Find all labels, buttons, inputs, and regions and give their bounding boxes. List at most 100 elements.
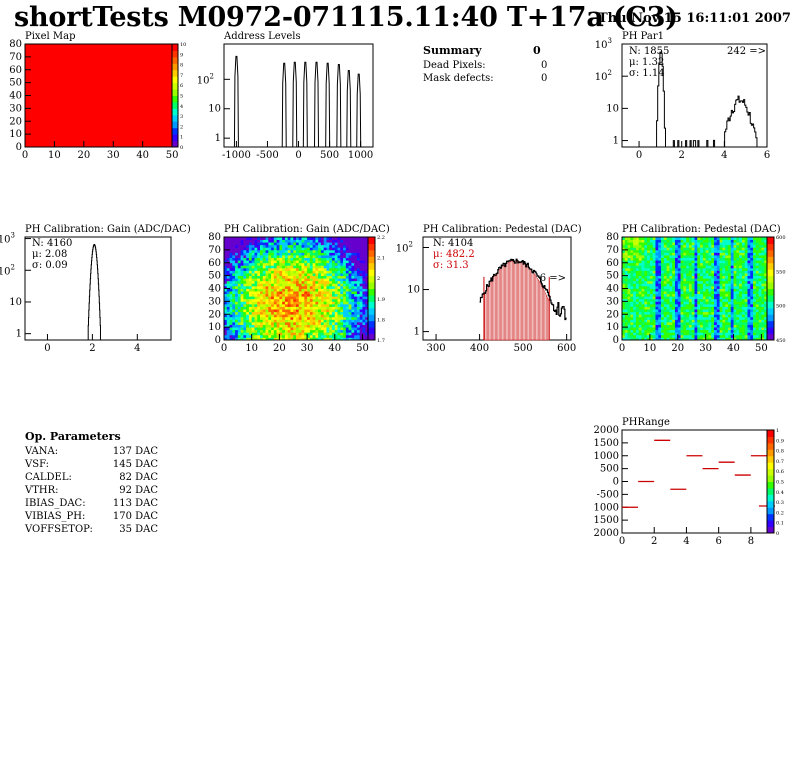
ph-pedestal-map-cell <box>691 270 695 274</box>
ph-pedestal-map-cell <box>669 288 673 292</box>
ph-pedestal-map-cell <box>641 314 645 318</box>
ph-gain-map-cell <box>307 332 311 336</box>
ph-pedestal-map-cell <box>716 249 720 253</box>
ph-pedestal-map-cell <box>647 275 651 279</box>
ph-pedestal-map-cell <box>686 309 690 313</box>
ph-pedestal-map-cell <box>739 244 743 248</box>
ph-gain-map-cell <box>265 309 269 313</box>
address-level-peak <box>281 62 287 148</box>
ph-pedestal-map-cell <box>647 285 651 289</box>
ph-pedestal-map-cell <box>641 301 645 305</box>
ph-gain-map-cell <box>334 301 338 305</box>
ph-pedestal-map-cell <box>641 329 645 333</box>
ph-pedestal-map-cell <box>700 244 704 248</box>
ph-pedestal-map-cell <box>750 242 754 246</box>
ph-gain-map-cell <box>301 270 305 274</box>
ph-pedestal-map-cell <box>666 278 670 282</box>
pixel-map-y-tick-label: 0 <box>16 142 22 153</box>
ph-gain-map-cell <box>337 332 341 336</box>
ph-gain-map-cell <box>359 260 363 264</box>
ph-gain-map-cell <box>254 296 258 300</box>
ph-gain-1d-y-tick-label: 102 <box>0 263 15 277</box>
ph-gain-map-cell <box>284 265 289 269</box>
ph-gain-map-cell <box>309 280 314 284</box>
ph-range-zbar-color <box>767 494 774 502</box>
ph-pedestal-map-cell <box>705 239 709 243</box>
address-level-peak <box>302 61 308 148</box>
ph-pedestal-map-cell <box>647 334 651 338</box>
ph-pedestal-map-cell <box>672 285 676 289</box>
ph-range-zbar-color <box>767 487 774 495</box>
ph-gain-map-cell <box>243 285 247 289</box>
ph-pedestal-map-cell <box>733 257 737 261</box>
ph-pedestal-map-cell <box>764 293 768 297</box>
ph-gain-map-cell <box>262 319 266 323</box>
ph-gain-map-cell <box>296 280 300 284</box>
ph-gain-map-cell <box>260 242 264 246</box>
ph-gain-map-cell <box>257 319 261 323</box>
ph-pedestal-map-cell <box>677 301 681 305</box>
ph-gain-map-cell <box>254 334 258 338</box>
ph-gain-map-cell <box>365 278 369 282</box>
ph-pedestal-map-cell <box>627 319 631 323</box>
ph-gain-map-cell <box>351 273 355 277</box>
ph-gain-map-cell <box>304 244 308 248</box>
ph-gain-map-cell <box>315 303 319 307</box>
ph-gain-map-cell <box>276 275 280 279</box>
ph-pedestal-map-cell <box>719 283 723 287</box>
ph-pedestal-map-cell <box>744 270 748 274</box>
ph-pedestal-1d-y-tick-label: 102 <box>396 241 413 255</box>
ph-gain-map-cell <box>309 301 314 305</box>
ph-range-zbar-color <box>767 481 774 489</box>
ph-gain-map-cell <box>312 247 316 251</box>
ph-pedestal-map-cell <box>694 309 698 313</box>
ph-gain-map-cell <box>268 306 272 310</box>
ph-gain-map-cell <box>268 321 272 325</box>
ph-gain-map-cell <box>337 270 341 274</box>
ph-pedestal-map-cell <box>753 267 757 271</box>
ph-pedestal-map-cell <box>753 242 757 246</box>
ph-pedestal-map-cell <box>683 288 687 292</box>
ph-pedestal-map-cell <box>661 316 665 320</box>
ph-pedestal-map-cell <box>686 283 690 287</box>
ph-gain-map-cell <box>268 244 272 248</box>
ph-gain-map-cell <box>359 334 363 338</box>
ph-gain-map-cell <box>318 270 322 274</box>
ph-gain-map-cell <box>351 239 355 243</box>
ph-pedestal-map-cell <box>730 265 734 269</box>
ph-gain-map-cell <box>273 265 278 269</box>
ph-pedestal-map-cell <box>727 239 732 243</box>
ph-pedestal-map-y-tick-label: 60 <box>606 258 619 269</box>
ph-gain-map-cell <box>309 237 314 240</box>
ph-gain-map-cell <box>340 309 344 313</box>
ph-gain-map-cell <box>345 301 350 305</box>
ph-gain-map-cell <box>323 291 327 295</box>
summary-mask-defects-value: 0 <box>541 73 548 84</box>
ph-pedestal-map-cell <box>741 293 746 297</box>
ph-pedestal-map-cell <box>666 252 670 256</box>
ph-pedestal-map-cell <box>744 311 748 315</box>
ph-gain-map-cell <box>351 303 355 307</box>
ph-pedestal-map-cell <box>655 283 659 287</box>
ph-gain-map-cell <box>226 265 230 269</box>
ph-pedestal-map-cell <box>641 267 645 271</box>
ph-pedestal-map-cell <box>705 257 709 261</box>
ph-gain-map-cell <box>354 337 358 341</box>
ph-gain-map-cell <box>254 337 258 341</box>
ph-gain-map-cell <box>359 298 363 302</box>
ph-pedestal-map-cell <box>644 337 648 341</box>
ph-gain-map-cell <box>323 257 327 261</box>
ph-gain-map-cell <box>232 257 236 261</box>
ph-pedestal-map-cell <box>647 247 651 251</box>
ph-gain-map-cell <box>246 247 250 251</box>
ph-gain-map-cell <box>307 291 311 295</box>
ph-pedestal-map-cell <box>750 247 754 251</box>
ph-gain-map-cell <box>359 242 363 246</box>
ph-pedestal-map-cell <box>655 327 659 331</box>
ph-gain-map-cell <box>229 257 233 261</box>
ph-gain-map-cell <box>323 273 327 277</box>
ph-pedestal-map-cell <box>741 288 746 292</box>
ph-pedestal-map-cell <box>627 242 631 246</box>
ph-par1-x-tick-label: 2 <box>679 150 685 161</box>
ph-gain-map-cell <box>262 239 266 243</box>
